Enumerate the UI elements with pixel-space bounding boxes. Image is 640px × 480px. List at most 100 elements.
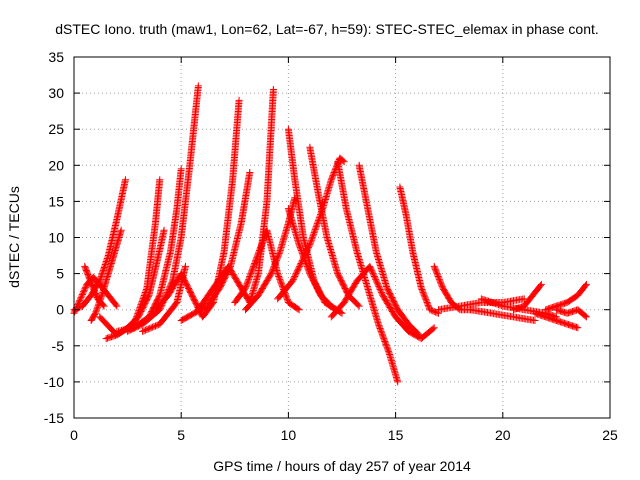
data-point	[140, 293, 148, 301]
data-point	[246, 272, 254, 280]
data-point	[258, 241, 266, 249]
data-point	[312, 223, 320, 231]
data-point	[376, 284, 384, 292]
data-point	[417, 284, 425, 292]
data-point	[296, 242, 304, 250]
data-point	[149, 323, 157, 331]
data-point	[354, 301, 362, 309]
data-point	[377, 287, 385, 295]
data-series	[531, 309, 582, 332]
data-point	[317, 209, 325, 217]
data-point	[97, 293, 105, 301]
data-point	[304, 244, 312, 252]
data-point	[254, 249, 262, 257]
data-series	[510, 280, 545, 314]
data-point	[379, 333, 387, 341]
data-point	[385, 348, 393, 356]
data-series	[327, 262, 438, 343]
x-tick-labels: 0 5 10 15 20 25	[70, 427, 618, 443]
data-points	[70, 82, 590, 386]
data-point	[581, 312, 589, 320]
data-point	[155, 293, 163, 301]
data-point	[367, 265, 375, 273]
data-point	[291, 271, 299, 279]
data-point	[429, 307, 437, 315]
grid-lines	[74, 57, 610, 418]
data-point	[531, 317, 539, 325]
x-tick-label: 15	[388, 427, 404, 443]
data-point	[377, 326, 385, 334]
data-point	[274, 270, 282, 278]
data-series	[334, 158, 402, 386]
data-point	[309, 232, 317, 240]
data-point	[138, 299, 146, 307]
y-tick-label: -15	[44, 410, 64, 426]
data-series	[284, 125, 340, 314]
data-point	[372, 277, 380, 285]
data-point	[373, 278, 381, 286]
data-point	[328, 173, 336, 181]
data-point	[71, 306, 79, 314]
data-point	[367, 264, 375, 272]
data-point	[259, 236, 267, 244]
data-point	[139, 295, 147, 303]
data-point	[301, 251, 309, 259]
data-series	[467, 306, 539, 325]
x-tick-label: 10	[281, 427, 297, 443]
data-point	[290, 274, 298, 282]
data-point	[426, 306, 434, 314]
data-point	[369, 270, 377, 278]
data-point	[377, 327, 385, 335]
data-point	[303, 261, 311, 269]
data-point	[82, 283, 90, 291]
data-point	[150, 323, 158, 331]
data-point	[422, 296, 430, 304]
data-point	[302, 248, 310, 256]
data-point	[382, 340, 390, 348]
data-point	[436, 277, 444, 285]
data-point	[310, 230, 318, 238]
data-point	[98, 269, 106, 277]
data-point	[374, 280, 382, 288]
data-point	[338, 309, 346, 317]
data-point	[142, 287, 150, 295]
data-point	[582, 313, 590, 321]
data-point	[297, 259, 305, 267]
data-point	[303, 262, 311, 270]
data-point	[433, 270, 441, 278]
data-point	[102, 259, 110, 267]
data-point	[433, 309, 441, 317]
data-point	[112, 301, 120, 309]
data-point	[340, 158, 348, 166]
data-point	[381, 337, 389, 345]
data-point	[302, 249, 310, 257]
data-point	[103, 255, 111, 263]
data-point	[142, 286, 150, 294]
data-point	[327, 176, 335, 184]
data-point	[430, 308, 438, 316]
data-point	[296, 244, 304, 252]
data-point	[94, 303, 102, 311]
data-series	[177, 169, 254, 325]
data-point	[300, 252, 308, 260]
data-point	[303, 246, 311, 254]
data-point	[244, 278, 252, 286]
data-point	[248, 265, 256, 273]
data-point	[136, 304, 144, 312]
data-point	[293, 267, 301, 275]
data-point	[304, 265, 312, 273]
data-point	[436, 278, 444, 286]
data-point	[133, 313, 141, 321]
data-point	[424, 301, 432, 309]
chart-title: dSTEC Iono. truth (maw1, Lon=62, Lat=-67…	[55, 21, 599, 37]
data-point	[245, 274, 253, 282]
data-point	[255, 248, 263, 256]
data-point	[295, 306, 303, 314]
data-point	[294, 305, 302, 313]
data-point	[252, 257, 260, 265]
data-point	[307, 236, 315, 244]
data-point	[430, 324, 438, 332]
data-point	[317, 211, 325, 219]
data-point	[380, 335, 388, 343]
data-point	[256, 245, 264, 253]
